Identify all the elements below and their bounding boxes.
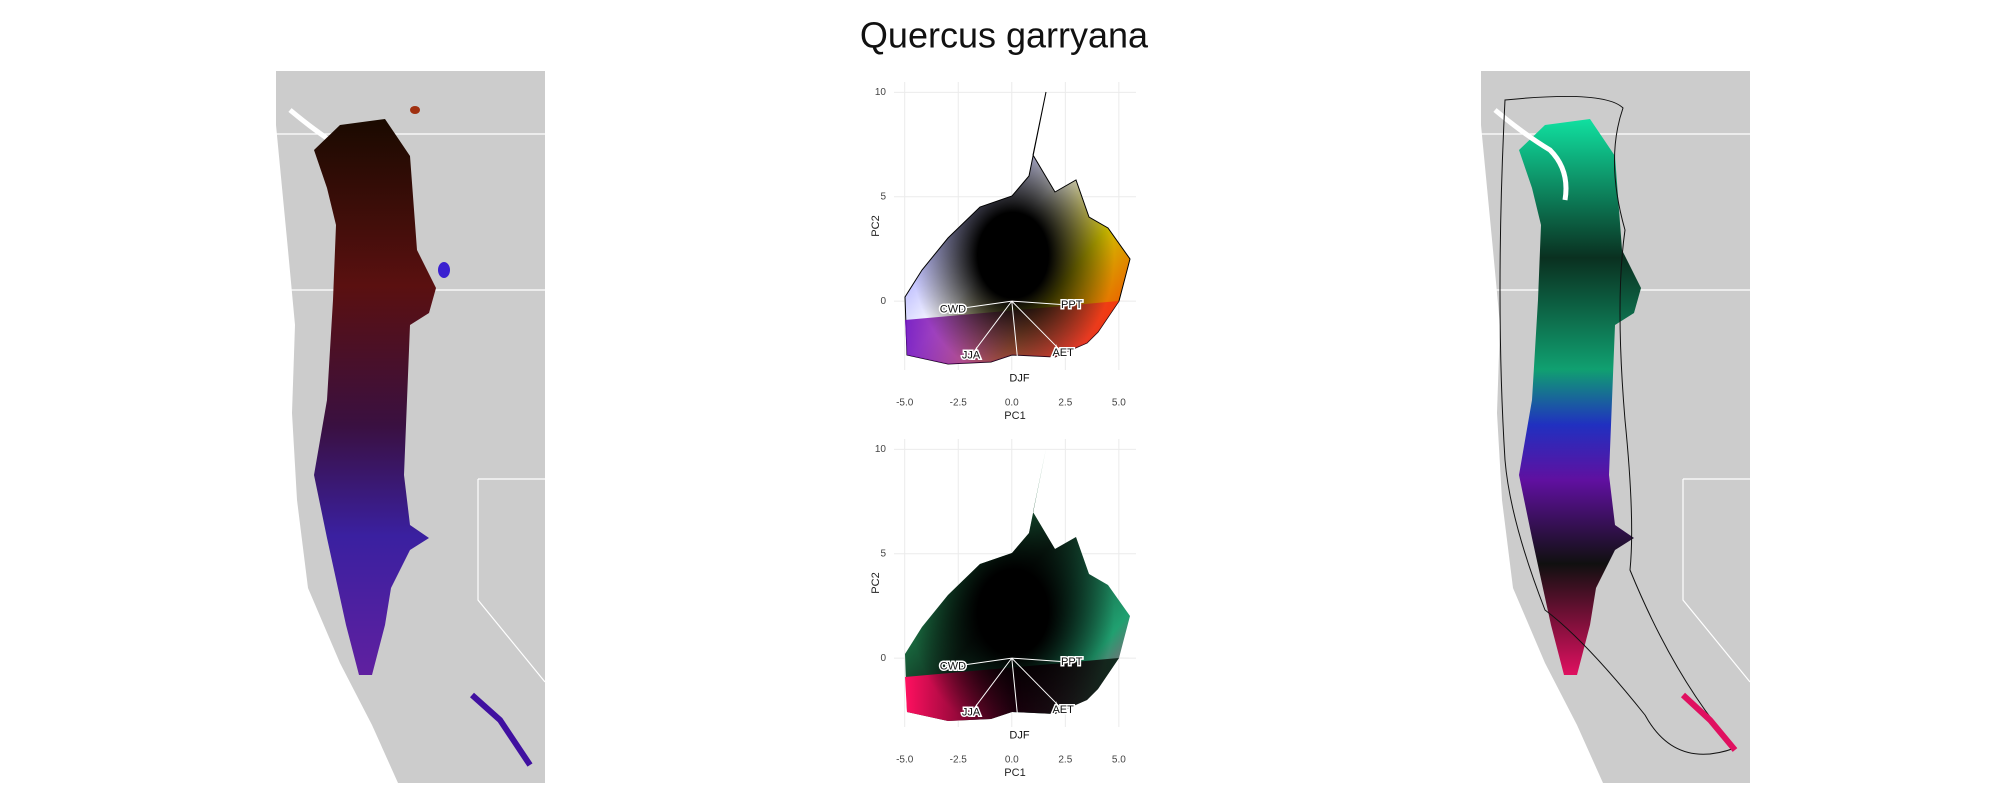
vector-label: AET bbox=[1052, 347, 1074, 359]
loading-vector bbox=[970, 657, 1013, 713]
vector-label: AET bbox=[1052, 704, 1074, 716]
y-tick-label: 0 bbox=[880, 653, 886, 664]
loading-vector bbox=[970, 300, 1013, 356]
figure-title: Quercus garryana bbox=[860, 15, 1149, 56]
loading-vector bbox=[1011, 658, 1020, 736]
y-tick-label: 10 bbox=[875, 444, 887, 455]
map-left bbox=[256, 71, 546, 783]
loading-vector bbox=[1011, 657, 1064, 711]
loading-vector bbox=[952, 300, 1012, 310]
x-tick-label: 0.0 bbox=[1005, 398, 1019, 409]
x-tick-label: 0.0 bbox=[1005, 755, 1019, 766]
y-axis-label: PC2 bbox=[870, 572, 882, 593]
y-tick-label: 0 bbox=[880, 296, 886, 307]
x-tick-label: 5.0 bbox=[1112, 398, 1126, 409]
vector-label: PPT bbox=[1061, 299, 1083, 311]
pca-cloud-top bbox=[904, 91, 1131, 365]
vector-label: JJA bbox=[962, 349, 981, 361]
x-axis-label: PC1 bbox=[1004, 410, 1025, 422]
y-tick-label: 10 bbox=[875, 87, 887, 98]
loading-vector bbox=[1011, 300, 1064, 354]
vector-label: DJF bbox=[1009, 372, 1029, 384]
map-right bbox=[1461, 71, 1751, 783]
pca-cloud-bottom bbox=[905, 449, 1130, 721]
vector-label: CWD bbox=[940, 303, 966, 315]
vector-label: JJA bbox=[962, 706, 981, 718]
x-tick-label: 2.5 bbox=[1058, 398, 1072, 409]
loading-vector bbox=[1011, 657, 1072, 663]
loading-vector bbox=[1011, 301, 1020, 379]
y-tick-label: 5 bbox=[880, 191, 886, 202]
vector-label: CWD bbox=[940, 660, 966, 672]
y-tick-label: 5 bbox=[880, 548, 886, 559]
loading-vector bbox=[952, 657, 1012, 667]
x-tick-label: -5.0 bbox=[896, 755, 914, 766]
x-tick-label: -5.0 bbox=[896, 398, 914, 409]
x-tick-label: 2.5 bbox=[1058, 755, 1072, 766]
x-tick-label: -2.5 bbox=[950, 398, 968, 409]
y-axis-label: PC2 bbox=[870, 215, 882, 236]
vector-label: DJF bbox=[1009, 729, 1029, 741]
vector-label: PPT bbox=[1061, 656, 1083, 668]
loading-vector bbox=[1011, 300, 1072, 306]
x-tick-label: -2.5 bbox=[950, 755, 968, 766]
x-tick-label: 5.0 bbox=[1112, 755, 1126, 766]
x-axis-label: PC1 bbox=[1004, 767, 1025, 779]
